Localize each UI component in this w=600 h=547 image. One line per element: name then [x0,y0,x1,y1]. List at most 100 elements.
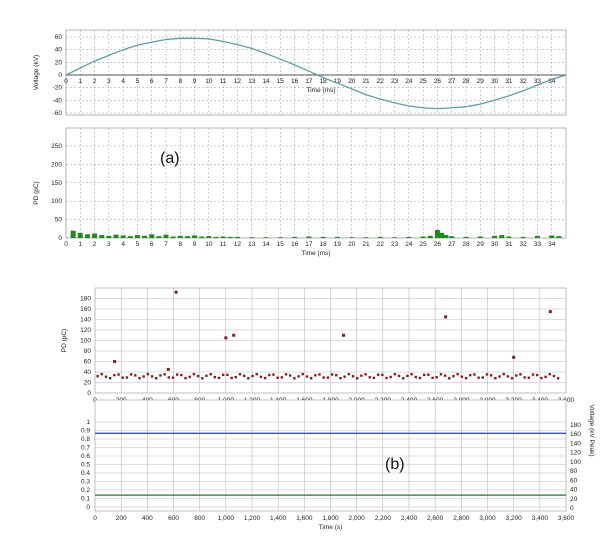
x-tick-label: 3,000 [479,515,496,522]
plot-area-a-voltage [65,29,567,116]
x-tick-label: 30 [491,241,499,248]
pd-bar [349,237,355,238]
pd-baseline-point [226,373,229,377]
y-tick-label-right: 80 [570,468,578,475]
x-tick-label: 33 [534,241,542,248]
x-tick-label: 4 [121,241,125,248]
pd-baseline-point [406,374,409,378]
y-tick-label: 40 [55,47,63,54]
y-tick-label: -40 [53,97,63,104]
x-tick-label: 11 [220,78,227,85]
pd-baseline-point [389,375,392,379]
pd-baseline-point [339,376,342,380]
y-tick-label: 40 [84,369,92,376]
pd-baseline-point [263,376,267,380]
panel-label-a: (a) [160,150,180,167]
x-tick-label: 24 [405,241,413,248]
y-tick-label: 80 [84,348,92,355]
pd-baseline-point [301,372,304,376]
x-tick-label: 3,400 [532,515,549,522]
pd-bar [320,236,326,238]
pd-bar [427,235,433,238]
pd-bar [439,232,445,238]
pd-baseline-point [460,375,464,378]
x-tick-label: 4 [121,78,125,85]
pd-bar [192,235,198,238]
pd-baseline-point [523,376,526,379]
x-tick-label: 32 [520,241,528,248]
y-tick-label: -60 [53,110,63,117]
pd-baseline-point [498,375,501,378]
panel-label-b: (b) [385,456,405,473]
x-tick-label: 3 [107,78,111,85]
pd-baseline-point [180,373,183,377]
pd-baseline-point [272,373,275,376]
x-tick-label: 34 [548,78,556,85]
x-tick-label: 1,000 [218,515,235,522]
pd-baseline-point [414,375,418,379]
pd-baseline-point [318,373,321,376]
pd-baseline-point [276,376,279,379]
pd-baseline-point [330,373,334,376]
pd-baseline-point [255,372,258,376]
pd-bar [492,235,498,238]
x-tick-label: 5 [136,78,140,85]
x-tick-label: 0 [64,241,68,248]
x-tick-label: 1 [78,78,82,85]
x-tick-label: 12 [234,78,242,85]
y-tick-label-right: 60 [570,477,578,484]
x-tick-label: 0 [93,515,97,522]
pd-baseline-point [251,374,254,378]
x-tick-label: 10 [205,78,213,85]
y-axis-label: PD (pC) [33,181,40,204]
pd-bar [377,236,383,238]
x-tick-label: 20 [348,78,356,85]
pd-bar [520,236,526,238]
x-tick-label: 600 [168,515,179,522]
pd-bar [392,237,398,238]
x-tick-label: 9 [193,241,197,248]
pd-outlier-point [342,333,346,337]
y-tick-label-left: 0 [86,504,90,511]
pd-bar [120,235,126,238]
pd-baseline-point [100,372,104,376]
pd-bar [463,236,469,238]
pd-bar [556,236,562,238]
pd-baseline-point [293,377,296,380]
x-tick-label: 400 [142,515,153,522]
pd-baseline-point [456,372,459,376]
pd-baseline-point [372,376,376,380]
pd-bar [334,236,340,238]
y-tick-label-left: 0.3 [81,479,90,486]
x-tick-label: 20 [348,241,356,248]
voltage-series-line [65,37,567,110]
pd-baseline-point [268,373,271,377]
pd-baseline-point [184,376,187,380]
pd-baseline-point [309,377,313,380]
y-tick-label-right: 0 [570,505,574,512]
x-tick-label: 1,800 [322,515,339,522]
pd-baseline-point [314,374,317,377]
y-axis-label: PD (pC) [61,329,68,352]
pd-bar [77,232,83,238]
y-tick-label-left: 0.1 [81,496,90,503]
x-tick-label: 2,200 [375,515,392,522]
pd-outlier-point [444,315,448,319]
pd-bar [277,237,283,238]
pd-baseline-point [259,375,263,379]
pd-baseline-point [481,376,484,379]
y-tick-label: 180 [80,296,91,303]
x-tick-label: 31 [505,78,513,85]
x-tick-label: 23 [391,78,399,85]
pd-bar [363,237,369,238]
pd-bar [292,236,298,238]
y-tick-label: 100 [51,198,62,205]
pd-baseline-point [502,372,505,376]
x-tick-label: 1,400 [270,515,287,522]
y-tick-label: 20 [84,380,92,387]
pd-baseline-point [222,373,225,376]
pd-bar [263,237,269,238]
x-tick-label: 800 [194,515,205,522]
pd-baseline-point [393,372,397,376]
pd-baseline-point [138,377,141,380]
